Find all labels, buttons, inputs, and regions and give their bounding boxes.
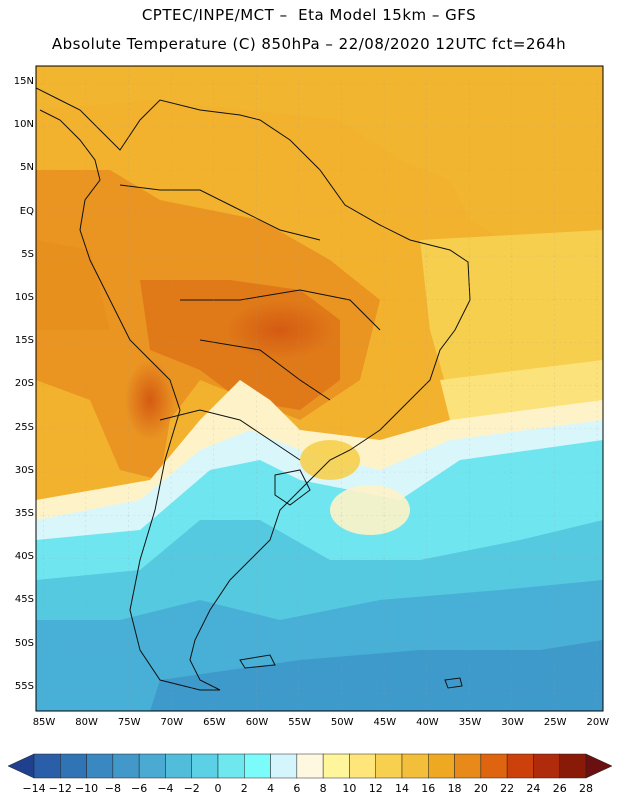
colorbar-tick-label: −6 xyxy=(131,782,148,795)
colorbar-swatch xyxy=(60,753,87,779)
colorbar-swatch xyxy=(322,753,350,779)
map-frame xyxy=(35,65,604,712)
colorbar-swatch xyxy=(585,753,613,779)
latitude-label: 55S xyxy=(14,680,34,692)
colorbar-tick-label: −8 xyxy=(104,782,121,795)
longitude-label: 80W xyxy=(75,717,98,728)
latitude-label: 40S xyxy=(14,551,34,563)
longitude-label: 20W xyxy=(586,717,610,728)
colorbar-tick-label: 16 xyxy=(421,782,436,795)
colorbar-swatch xyxy=(533,753,560,779)
colorbar-swatch xyxy=(138,753,166,779)
colorbar-swatch xyxy=(33,753,61,779)
colorbar-tick-label: 10 xyxy=(342,782,357,795)
latitude-label: 5S xyxy=(21,248,34,260)
longitude-label: 30W xyxy=(501,717,524,728)
longitude-label: 35W xyxy=(458,717,482,728)
colorbar-tick-label: 12 xyxy=(368,782,383,795)
colorbar-tick-label: 28 xyxy=(579,782,593,795)
colorbar-tick-label: 26 xyxy=(552,782,567,795)
colorbar-swatch xyxy=(349,753,376,779)
colorbar-tick-label: −12 xyxy=(48,782,72,795)
colorbar-tick-label: 4 xyxy=(267,782,275,795)
colorbar-tick-label: 8 xyxy=(319,782,327,795)
colorbar-tick-label: 6 xyxy=(293,782,301,795)
colorbar-tick-label: 18 xyxy=(447,782,462,795)
colorbar-swatch xyxy=(428,753,455,779)
colorbar-swatch xyxy=(296,753,324,779)
colorbar-swatch xyxy=(217,753,245,779)
colorbar-swatch xyxy=(191,753,219,779)
longitude-label: 75W xyxy=(117,717,141,728)
colorbar-swatch xyxy=(454,753,482,779)
chart-subtitle: Absolute Temperature (C) 850hPa – 22/08/… xyxy=(51,35,567,53)
colorbar-swatch xyxy=(559,753,587,779)
colorbar-tick-label: 20 xyxy=(473,782,488,795)
colorbar-tick-label: −14 xyxy=(22,782,46,795)
longitude-label: 55W xyxy=(288,717,311,728)
latitude-label: 10S xyxy=(14,292,34,303)
longitude-label: 85W xyxy=(32,717,56,728)
longitude-label: 60W xyxy=(245,717,269,728)
colorbar-swatch xyxy=(480,753,508,779)
latitude-label: 25S xyxy=(14,421,34,433)
latitude-label: 10N xyxy=(13,119,34,131)
latitude-label: 50S xyxy=(14,637,34,649)
colorbar-tick-label: −2 xyxy=(183,782,200,795)
chart-title: CPTEC/INPE/MCT – Eta Model 15km – GFS xyxy=(141,6,477,24)
longitude-label: 45W xyxy=(373,717,397,728)
colorbar-swatch xyxy=(270,753,298,779)
colorbar-tick-label: −4 xyxy=(157,782,174,795)
colorbar-tick-label: 14 xyxy=(395,782,409,795)
colorbar-swatch xyxy=(506,753,534,779)
colorbar-tick-label: 24 xyxy=(526,782,541,795)
colorbar-tick-label: 0 xyxy=(214,782,222,795)
colorbar-swatch xyxy=(112,753,140,779)
longitude-label: 25W xyxy=(543,717,567,728)
colorbar-swatch xyxy=(401,753,429,779)
colorbar-swatch xyxy=(7,753,35,779)
latitude-label: 35S xyxy=(14,508,34,519)
latitude-label: 5N xyxy=(20,162,34,174)
longitude-label: 65W xyxy=(203,717,226,728)
colorbar-swatch xyxy=(165,753,192,779)
colorbar-swatch xyxy=(375,753,403,779)
latitude-label: 15S xyxy=(14,335,34,347)
latitude-label: 45S xyxy=(14,594,34,606)
latitude-label: 15N xyxy=(13,76,34,87)
latitude-label: 30S xyxy=(14,464,34,476)
colorbar xyxy=(7,753,613,779)
colorbar-swatch xyxy=(244,753,271,779)
colorbar-tick-label: 22 xyxy=(500,782,515,795)
colorbar-tick-label: 2 xyxy=(240,782,248,795)
longitude-label: 70W xyxy=(160,717,184,728)
longitude-label: 40W xyxy=(416,717,439,728)
latitude-label: EQ xyxy=(19,205,34,217)
latitude-label: 20S xyxy=(14,378,34,390)
colorbar-swatch xyxy=(86,753,114,779)
longitude-label: 50W xyxy=(330,717,354,728)
colorbar-tick-label: −10 xyxy=(74,782,99,795)
